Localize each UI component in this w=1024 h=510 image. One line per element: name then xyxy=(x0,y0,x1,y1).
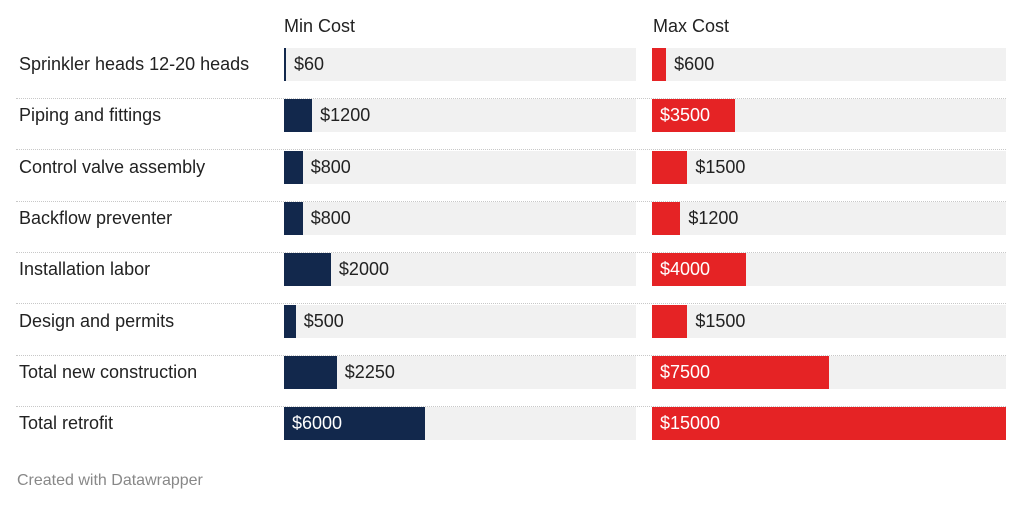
value-label: $2000 xyxy=(338,259,389,280)
min-cost-bar xyxy=(284,253,331,287)
value-label: $15000 xyxy=(660,413,721,434)
bar-track: $600 xyxy=(652,48,1006,81)
bar-track: $2250 xyxy=(284,355,636,389)
value-label: $2250 xyxy=(344,361,395,382)
bar-track: $6000 xyxy=(284,407,636,441)
value-label: $1500 xyxy=(695,156,746,177)
bar-track: $500 xyxy=(284,304,636,338)
row-divider xyxy=(16,303,1006,305)
max-cost-header: Max Cost xyxy=(653,16,730,36)
row-divider xyxy=(16,98,1006,99)
chart-row: Installation labor $2000 $4000 xyxy=(16,253,1006,305)
max-cost-bar xyxy=(652,150,688,184)
chart-row: Design and permits $500 $1500 xyxy=(16,304,1006,356)
min-cost-header: Min Cost xyxy=(284,16,356,36)
value-label: $800 xyxy=(310,156,351,177)
bar-track: $7500 xyxy=(652,355,1006,389)
value-label: $6000 xyxy=(292,413,343,434)
footer-credit: Created with Datawrapper xyxy=(17,472,203,489)
value-label: $1500 xyxy=(695,310,746,331)
max-cost-bar xyxy=(652,99,735,133)
chart-row: Piping and fittings $1200 $3500 xyxy=(16,99,1006,151)
row-divider xyxy=(16,251,1006,253)
min-cost-bar xyxy=(284,201,303,235)
bar-track: $1200 xyxy=(652,201,1006,235)
bar-track: $800 xyxy=(284,150,636,184)
chart-row: Sprinkler heads 12-20 heads $60 $600 xyxy=(16,48,1006,99)
value-label: $500 xyxy=(303,310,344,331)
bar-track: $2000 xyxy=(284,253,636,287)
max-cost-bar xyxy=(652,48,667,81)
category-label: Piping and fittings xyxy=(19,105,162,126)
value-label: $1200 xyxy=(688,207,739,228)
category-label: Total new construction xyxy=(19,361,198,382)
row-divider xyxy=(16,200,1006,202)
bar-track: $800 xyxy=(284,201,636,235)
min-cost-bar xyxy=(284,355,337,389)
row-divider xyxy=(16,149,1006,151)
value-label: $600 xyxy=(674,54,715,74)
bar-track: $15000 xyxy=(652,407,1006,441)
min-cost-bar xyxy=(284,48,286,81)
bar-track: $1200 xyxy=(284,99,636,133)
row-divider xyxy=(16,405,1006,407)
category-label: Total retrofit xyxy=(19,413,114,434)
category-label: Installation labor xyxy=(19,259,151,280)
bar-track: $60 xyxy=(284,48,636,81)
value-label: $1200 xyxy=(320,105,371,126)
value-label: $800 xyxy=(310,207,351,228)
value-label: $4000 xyxy=(660,259,711,280)
value-label: $7500 xyxy=(660,361,711,382)
value-label: $3500 xyxy=(660,105,711,126)
chart-row: Total retrofit $6000 $15000 xyxy=(16,407,1006,458)
category-label: Control valve assembly xyxy=(19,156,206,177)
max-cost-bar xyxy=(652,355,829,389)
min-cost-bar xyxy=(284,304,296,338)
max-cost-bar xyxy=(652,304,688,338)
row-divider xyxy=(16,354,1006,356)
min-cost-bar xyxy=(284,407,425,441)
max-cost-bar xyxy=(652,201,681,235)
category-label: Backflow preventer xyxy=(19,207,173,228)
chart-row: Control valve assembly $800 $1500 xyxy=(16,150,1006,202)
category-label: Sprinkler heads 12-20 heads xyxy=(19,54,250,74)
chart-row: Total new construction $2250 $7500 xyxy=(16,355,1006,407)
bar-track: $3500 xyxy=(652,99,1006,133)
bar-track: $1500 xyxy=(652,150,1006,184)
chart-row: Backflow preventer $800 $1200 xyxy=(16,201,1006,253)
max-cost-bar xyxy=(652,253,747,287)
bar-track: $1500 xyxy=(652,304,1006,338)
value-label: $60 xyxy=(294,54,325,74)
category-label: Design and permits xyxy=(19,310,175,331)
bar-track: $4000 xyxy=(652,253,1006,287)
max-cost-bar xyxy=(652,407,1006,441)
min-cost-bar xyxy=(284,99,313,133)
min-cost-bar xyxy=(284,150,303,184)
